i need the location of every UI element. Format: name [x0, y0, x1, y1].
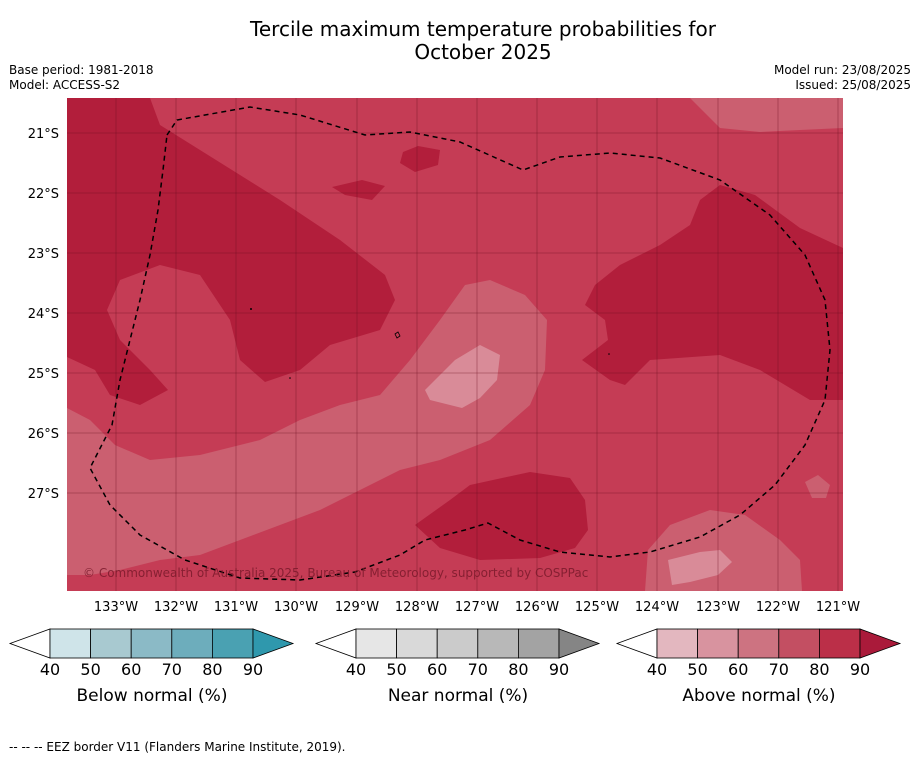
colorbar-near-segment	[396, 628, 438, 659]
colorbar-above-extend-min	[615, 628, 658, 659]
lon-label-129: 129°W	[335, 600, 379, 615]
colorbar-near-tick: 80	[508, 660, 528, 679]
island-a	[394, 331, 401, 339]
colorbar-near-tick: 70	[468, 660, 488, 679]
map-title: Tercile maximum temperature probabilitie…	[0, 18, 919, 64]
lon-label-124: 124°W	[635, 600, 679, 615]
lon-label-132: 132°W	[154, 600, 198, 615]
zone-50-60-se	[668, 550, 732, 585]
colorbar-below-extend-min	[8, 628, 51, 659]
colorbar-above-segment	[819, 628, 861, 659]
colorbar-above-segment	[778, 628, 820, 659]
colorbar-below-tick: 90	[243, 660, 263, 679]
colorbar-near-segment	[436, 628, 479, 659]
colorbar-above-segment	[656, 628, 698, 659]
colorbar-near-tick: 50	[386, 660, 406, 679]
colorbar-below-tick: 50	[80, 660, 100, 679]
colorbar-above-tick: 50	[687, 660, 707, 679]
model-run: Model run: 23/08/2025	[773, 63, 911, 77]
lat-label-26: 26°S	[28, 427, 59, 442]
colorbar-near-extend-max	[558, 628, 601, 659]
lat-label-23: 23°S	[28, 247, 59, 262]
colorbar-below-segment	[49, 628, 91, 659]
lon-axis: 133°W 132°W 131°W 130°W 129°W 128°W 127°…	[94, 600, 860, 615]
zone-80-90-east	[582, 185, 843, 400]
lat-label-24: 24°S	[28, 307, 59, 322]
lat-axis: 21°S 22°S 23°S 24°S 25°S 26°S 27°S	[28, 127, 59, 502]
title-line-1: Tercile maximum temperature probabilitie…	[250, 17, 716, 41]
lat-label-25: 25°S	[28, 367, 59, 382]
copyright-text: © Commonwealth of Australia 2025, Bureau…	[83, 566, 588, 580]
colorbar-above-tick: 60	[728, 660, 748, 679]
meta-right: Model run: 23/08/2025 Issued: 25/08/2025	[774, 63, 911, 93]
zone-60-70-central	[67, 280, 547, 575]
colorbar-above-segment	[737, 628, 780, 659]
eez-border-line	[89, 106, 831, 581]
island-c	[289, 377, 291, 379]
model-name: Model: ACCESS-S2	[9, 78, 121, 92]
lon-label-127: 127°W	[455, 600, 499, 615]
colorbar-below: 40 50 60 70 80 90	[8, 628, 295, 679]
zone-80-90-north	[400, 146, 440, 172]
colorbar-below-segment	[211, 628, 254, 659]
colorbar-above-tick: 90	[850, 660, 870, 679]
colorbar-below-label: Below normal (%)	[76, 686, 228, 706]
colorbar-near-segment	[518, 628, 560, 659]
zone-60-70-east-blob	[805, 475, 830, 498]
colorbar-above-tick: 70	[769, 660, 789, 679]
issued-date: Issued: 25/08/2025	[795, 78, 911, 92]
colorbar-near-tick: 90	[549, 660, 569, 679]
colorbar-below-segment	[171, 628, 213, 659]
colorbar-near-segment	[355, 628, 397, 659]
base-period: Base period: 1981-2018	[9, 63, 154, 77]
colorbar-above-extend-max	[859, 628, 902, 659]
colorbar-below-tick: 70	[162, 660, 182, 679]
lon-label-128: 128°W	[395, 600, 439, 615]
colorbar-below-tick: 60	[121, 660, 141, 679]
lon-label-121: 121°W	[816, 600, 860, 615]
colorbar-below-tick: 80	[202, 660, 222, 679]
zone-80-90-west	[67, 98, 395, 405]
colorbar-below-extend-max	[252, 628, 295, 659]
colorbar-near-label: Near normal (%)	[387, 686, 529, 706]
colorbar-below-segment	[90, 628, 132, 659]
zone-50-60-center	[425, 345, 500, 408]
colorbar-above-segment	[697, 628, 739, 659]
lon-label-131: 131°W	[214, 600, 258, 615]
colorbar-near-extend-min	[314, 628, 357, 659]
lon-label-125: 125°W	[575, 600, 619, 615]
lon-label-130: 130°W	[274, 600, 318, 615]
lon-label-123: 123°W	[696, 600, 740, 615]
lon-label-126: 126°W	[515, 600, 559, 615]
colorbar-near-segment	[477, 628, 519, 659]
lon-label-133: 133°W	[94, 600, 138, 615]
colorbar-above-tick: 40	[647, 660, 667, 679]
island-b	[250, 308, 252, 310]
lat-label-22: 22°S	[28, 187, 59, 202]
zone-80-90-north2	[332, 180, 385, 200]
zone-80-90-south	[415, 472, 588, 560]
colorbar-above-tick: 80	[809, 660, 829, 679]
eez-footnote: -- -- -- EEZ border V11 (Flanders Marine…	[9, 740, 346, 754]
gridlines	[67, 98, 843, 591]
colorbar-above-label: Above normal (%)	[682, 686, 836, 706]
lon-label-122: 122°W	[756, 600, 800, 615]
island-d	[608, 353, 610, 355]
colorbar-near-tick: 40	[346, 660, 366, 679]
title-line-2: October 2025	[414, 40, 552, 64]
zone-60-70-nw	[690, 98, 843, 132]
probability-field	[67, 98, 843, 591]
lat-label-27: 27°S	[28, 487, 59, 502]
lat-label-21: 21°S	[28, 127, 59, 142]
colorbar-below-tick: 40	[40, 660, 60, 679]
colorbar-below-segment	[130, 628, 173, 659]
meta-left: Base period: 1981-2018 Model: ACCESS-S2	[9, 63, 154, 93]
colorbar-above: 40 50 60 70 80 90	[615, 628, 902, 679]
colorbar-near: 40 50 60 70 80 90	[314, 628, 601, 679]
colorbar-near-tick: 60	[427, 660, 447, 679]
